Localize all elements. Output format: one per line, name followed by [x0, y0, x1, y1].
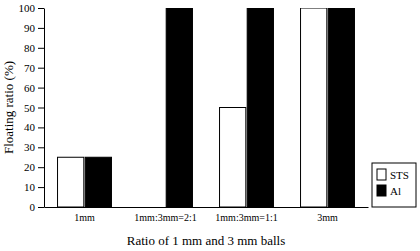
- y-tick: 60: [24, 82, 44, 94]
- legend-label: STS: [390, 169, 409, 181]
- bar: [139, 207, 165, 208]
- y-tick-mark: [38, 28, 44, 29]
- y-axis-line: [44, 9, 45, 208]
- legend: STS Al: [372, 163, 416, 207]
- y-tick-label: 20: [24, 161, 36, 173]
- bar: [328, 8, 354, 207]
- y-tick-label: 40: [24, 121, 36, 133]
- y-tick-mark: [38, 88, 44, 89]
- y-tick-label: 100: [19, 2, 36, 14]
- plot: 0 10 20 30 40 50 60 70 80 90 100 1mm 1mm:3mm=2:1 1mm:…: [19, 2, 369, 223]
- chart: 0 10 20 30 40 50 60 70 80 90 100 1mm 1mm:3mm=2:1 1mm:…: [0, 0, 420, 251]
- legend-label: Al: [390, 185, 401, 197]
- y-axis: 0 10 20 30 40 50 60 70 80 90 100: [19, 2, 45, 213]
- x-tick: 3mm: [317, 207, 338, 223]
- bar: [301, 8, 327, 207]
- legend-item: STS: [377, 169, 409, 181]
- y-tick-mark: [38, 8, 44, 9]
- legend-swatch: [377, 185, 386, 196]
- x-axis-title: Ratio of 1 mm and 3 mm balls: [127, 233, 286, 248]
- y-tick: 80: [24, 42, 44, 54]
- x-tick-label: 1mm:3mm=1:1: [215, 212, 277, 223]
- y-tick-label: 70: [24, 62, 36, 74]
- y-tick-label: 50: [24, 102, 36, 114]
- bar: [58, 157, 84, 207]
- bar: [166, 8, 192, 207]
- bar: [220, 108, 246, 208]
- y-tick-mark: [38, 167, 44, 168]
- x-tick-label: 1mm: [74, 212, 95, 223]
- y-tick: 90: [24, 22, 44, 34]
- y-tick-mark: [38, 187, 44, 188]
- x-tick: 1mm:3mm=2:1: [134, 207, 196, 223]
- bar: [247, 8, 273, 207]
- y-tick-label: 60: [24, 82, 36, 94]
- bar-series: [85, 8, 354, 207]
- y-axis-title: Floating ratio (%): [1, 61, 16, 154]
- y-tick-mark: [38, 147, 44, 148]
- y-tick: 100: [19, 2, 45, 14]
- x-axis: 1mm 1mm:3mm=2:1 1mm:3mm=1:1 3mm: [45, 207, 369, 223]
- y-tick-mark: [38, 68, 44, 69]
- y-tick: 0: [30, 201, 45, 213]
- y-tick-label: 30: [24, 141, 36, 153]
- bar-series: [58, 8, 327, 207]
- y-tick-mark: [38, 127, 44, 128]
- x-tick: 1mm:3mm=1:1: [215, 207, 277, 223]
- x-tick-label: 3mm: [317, 212, 338, 223]
- y-tick-mark: [38, 108, 44, 109]
- x-tick: 1mm: [74, 207, 95, 223]
- x-axis-line: [45, 207, 369, 208]
- legend-swatch: [377, 169, 386, 180]
- y-tick-mark: [38, 48, 44, 49]
- y-tick: 40: [24, 121, 44, 133]
- y-tick: 70: [24, 62, 44, 74]
- bars: [58, 8, 355, 207]
- y-tick-label: 10: [24, 181, 36, 193]
- x-tick-label: 1mm:3mm=2:1: [134, 212, 196, 223]
- y-tick: 10: [24, 181, 44, 193]
- y-tick-label: 0: [30, 201, 36, 213]
- y-tick-label: 80: [24, 42, 36, 54]
- bar: [85, 157, 111, 207]
- y-tick: 50: [24, 102, 44, 114]
- y-tick-label: 90: [24, 22, 36, 34]
- legend-frame: [372, 163, 416, 207]
- y-tick-mark: [38, 207, 44, 208]
- y-tick: 20: [24, 161, 44, 173]
- legend-item: Al: [377, 185, 401, 197]
- y-tick: 30: [24, 141, 44, 153]
